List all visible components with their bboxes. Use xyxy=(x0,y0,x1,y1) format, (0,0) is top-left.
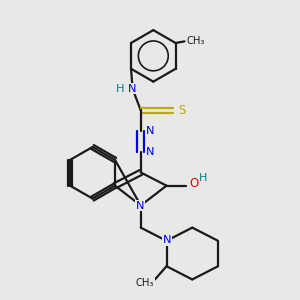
Text: H: H xyxy=(199,173,208,183)
Text: CH₃: CH₃ xyxy=(136,278,154,288)
Text: CH₃: CH₃ xyxy=(186,36,205,46)
Text: N: N xyxy=(128,84,137,94)
Text: N: N xyxy=(146,147,154,157)
Text: H: H xyxy=(116,84,124,94)
Text: S: S xyxy=(178,104,185,117)
Text: N: N xyxy=(146,126,154,136)
Text: O: O xyxy=(189,176,198,190)
Text: N: N xyxy=(136,201,145,211)
Text: N: N xyxy=(163,236,171,245)
